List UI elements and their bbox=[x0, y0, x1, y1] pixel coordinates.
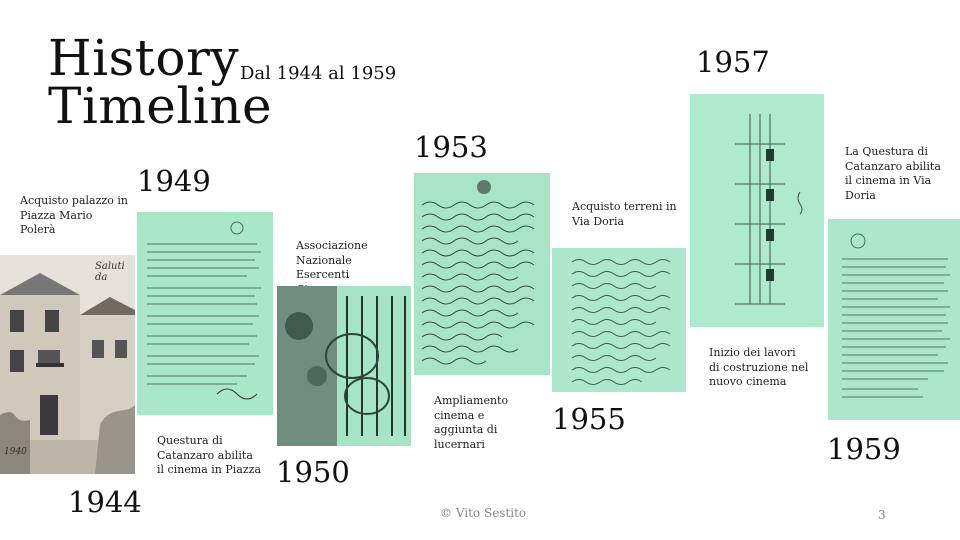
page-number: 3 bbox=[878, 508, 886, 522]
page-subtitle: Dal 1944 al 1959 bbox=[240, 63, 397, 84]
document-1950-stamps bbox=[277, 286, 411, 446]
document-1957-blueprint bbox=[690, 94, 824, 327]
document-1949 bbox=[137, 212, 273, 415]
caption-1955: Acquisto terreni in Via Doria bbox=[572, 200, 677, 228]
year-1953: 1953 bbox=[414, 130, 488, 164]
postcard-year: 1940 bbox=[4, 447, 27, 457]
document-lines bbox=[137, 212, 273, 415]
building-section-drawing bbox=[690, 94, 824, 327]
postcard-greeting: Saluti da bbox=[95, 261, 125, 283]
photo-palazzo-1944: Saluti da 1940 bbox=[0, 255, 135, 474]
document-lines-1959 bbox=[828, 219, 960, 420]
stamp-lines bbox=[277, 286, 411, 446]
document-1953-handwritten bbox=[414, 173, 550, 375]
building-illustration bbox=[0, 255, 135, 474]
caption-1949: Questura di Catanzaro abilita il cinema … bbox=[157, 434, 262, 476]
document-1959 bbox=[828, 219, 960, 420]
caption-1953: Ampliamento cinema e aggiunta di lucerna… bbox=[434, 394, 509, 451]
footer-copyright: © Vito Sestito bbox=[440, 506, 527, 520]
title-line-1: History bbox=[48, 29, 240, 87]
caption-1959: La Questura di Catanzaro abilita il cine… bbox=[845, 145, 941, 202]
year-1955: 1955 bbox=[552, 402, 626, 436]
handwriting-lines-1955 bbox=[552, 248, 686, 392]
caption-1957: Inizio dei lavori di costruzione nel nuo… bbox=[709, 346, 809, 388]
year-1957: 1957 bbox=[696, 45, 770, 79]
title-line-2: Timeline bbox=[48, 77, 273, 135]
caption-1944: Acquisto palazzo in Piazza Mario Polerà bbox=[20, 194, 128, 236]
year-1949: 1949 bbox=[137, 164, 211, 198]
year-1950: 1950 bbox=[276, 455, 350, 489]
year-1959: 1959 bbox=[827, 432, 901, 466]
year-1944: 1944 bbox=[68, 485, 142, 519]
document-1955-handwritten bbox=[552, 248, 686, 392]
handwriting-lines bbox=[414, 173, 550, 375]
page-title: History Timeline bbox=[48, 29, 273, 135]
